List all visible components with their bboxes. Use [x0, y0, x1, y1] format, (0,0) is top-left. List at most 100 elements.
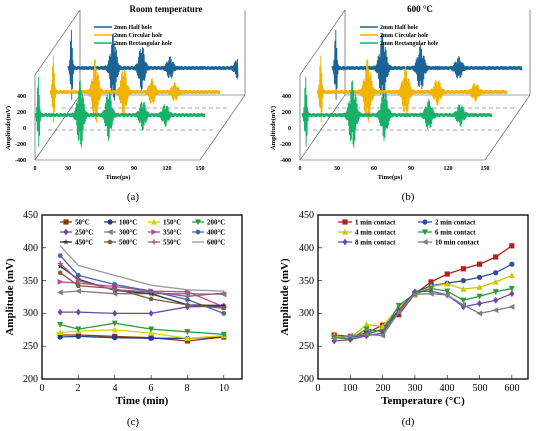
- panel-b-waterfall-chart: 600 °C 2mm Half hole 2mm Circular hole 2…: [270, 4, 531, 203]
- x-tick-label: 30: [65, 166, 71, 172]
- y-tick-labels: 400 200 0 -200 -400: [15, 94, 26, 164]
- x-axis-label: Time (min): [116, 395, 169, 407]
- frame-depth-line: [199, 94, 246, 161]
- legend-marker: [342, 219, 348, 225]
- legend-label: 10 min contact: [435, 239, 480, 247]
- x-tick-label: 150: [196, 166, 205, 172]
- y-tick-label: 450: [23, 210, 38, 221]
- series-line: [59, 255, 225, 315]
- legend-label: 100°C: [119, 219, 137, 227]
- data-point: [493, 270, 499, 276]
- plot-series: [56, 245, 228, 344]
- legend-item: 600°C: [192, 239, 225, 247]
- data-point: [476, 283, 483, 290]
- legend-item: 500°C: [104, 239, 137, 247]
- data-point: [492, 289, 499, 295]
- legend-label: 2mm Rectangular hole: [114, 41, 173, 47]
- data-point: [221, 290, 227, 296]
- legend-label: 1 min contact: [355, 219, 396, 227]
- legend-item: 300°C: [104, 229, 137, 237]
- legend-marker: [151, 239, 157, 245]
- x-axis-label: Temperature (°C): [381, 395, 465, 407]
- data-point: [363, 331, 370, 338]
- y-tick-label: 400: [23, 243, 38, 254]
- data-point: [75, 288, 81, 295]
- series-500-c: [57, 270, 227, 311]
- y-tick-label: 400: [17, 94, 26, 100]
- legend-label: 250°C: [75, 229, 93, 237]
- frame-depth-line: [299, 9, 346, 76]
- data-point: [57, 329, 64, 336]
- legend-label: 6 min contact: [435, 229, 476, 237]
- data-point: [444, 292, 450, 299]
- series-200-c: [57, 320, 227, 338]
- frame-depth-line: [34, 94, 81, 161]
- series-line: [334, 245, 513, 338]
- x-tick-labels: 0 100 200 300 400 500 600: [316, 383, 520, 394]
- data-point: [444, 280, 451, 287]
- waterfall-series: [301, 29, 523, 148]
- data-point: [508, 272, 515, 278]
- legend-label: 300°C: [119, 229, 137, 237]
- legend-label: 2mm Circular hole: [380, 33, 429, 39]
- data-point: [508, 303, 515, 310]
- panel-c-line-chart: 50°C 100°C 150°C 200°C 250°C 300°C 350°C 400°C 4…: [4, 210, 243, 428]
- data-point: [75, 333, 81, 339]
- frame-depth-line: [484, 94, 531, 161]
- x-tick-label: 120: [444, 166, 453, 172]
- series-line: [334, 263, 513, 339]
- legend-item: 4 min contact: [338, 229, 396, 237]
- legend-marker: [195, 219, 201, 226]
- x-tick-label: 6: [149, 383, 154, 394]
- legend: 50°C 100°C 150°C 200°C 250°C 300°C 350°C 400°C 4…: [60, 219, 225, 247]
- x-tick-label: 30: [334, 166, 340, 172]
- series-10-min-contact: [330, 290, 515, 342]
- series-line: [60, 322, 224, 336]
- x-tick-label: 2: [76, 383, 81, 394]
- y-tick-label: 250: [299, 341, 314, 352]
- data-point: [57, 270, 63, 275]
- x-tick-label: 10: [219, 383, 229, 394]
- data-point: [57, 253, 63, 258]
- series-line: [334, 274, 513, 339]
- x-tick-label: 60: [371, 166, 377, 172]
- data-point: [380, 329, 386, 337]
- data-point: [509, 290, 515, 298]
- data-point: [428, 279, 434, 285]
- legend-item: 350°C: [148, 229, 181, 237]
- data-point: [411, 291, 418, 298]
- legend-label: 2mm Half hole: [380, 25, 418, 31]
- legend-marker: [422, 229, 428, 236]
- back-frame: [79, 10, 246, 96]
- plot-series: [330, 243, 515, 345]
- legend-label: 150°C: [163, 219, 181, 227]
- x-tick-label: 4: [113, 383, 118, 394]
- legend-marker: [106, 229, 113, 235]
- data-point: [460, 303, 466, 311]
- legend-item: 1 min contact: [338, 219, 396, 227]
- frame-depth-line: [299, 94, 346, 161]
- waveform-2mm-rectangular-hole: [301, 76, 493, 148]
- y-tick-label: 300: [299, 308, 314, 319]
- x-tick-label: 400: [440, 383, 455, 394]
- legend-item: 250°C: [60, 229, 93, 237]
- y-tick-label: -200: [280, 142, 291, 148]
- data-point: [57, 278, 64, 285]
- y-tick-labels: 200 250 300 350 400 450: [23, 210, 38, 385]
- series-line: [60, 305, 224, 315]
- x-tick-label: 8: [185, 383, 190, 394]
- data-point: [427, 290, 434, 297]
- x-tick-label: 60: [98, 166, 104, 172]
- data-point: [493, 296, 499, 304]
- data-point: [57, 321, 64, 328]
- legend-label: 600°C: [207, 239, 225, 247]
- series-line: [59, 272, 224, 309]
- x-tick-label: 600: [505, 383, 520, 394]
- data-point: [460, 278, 466, 284]
- chart-title: Room temperature: [129, 4, 202, 14]
- legend-item: 10 min contact: [418, 239, 480, 247]
- y-tick-labels: 200 250 300 350 400 450: [299, 210, 314, 385]
- y-axis-label: Amplitude(mV): [270, 106, 277, 150]
- data-point: [508, 285, 515, 292]
